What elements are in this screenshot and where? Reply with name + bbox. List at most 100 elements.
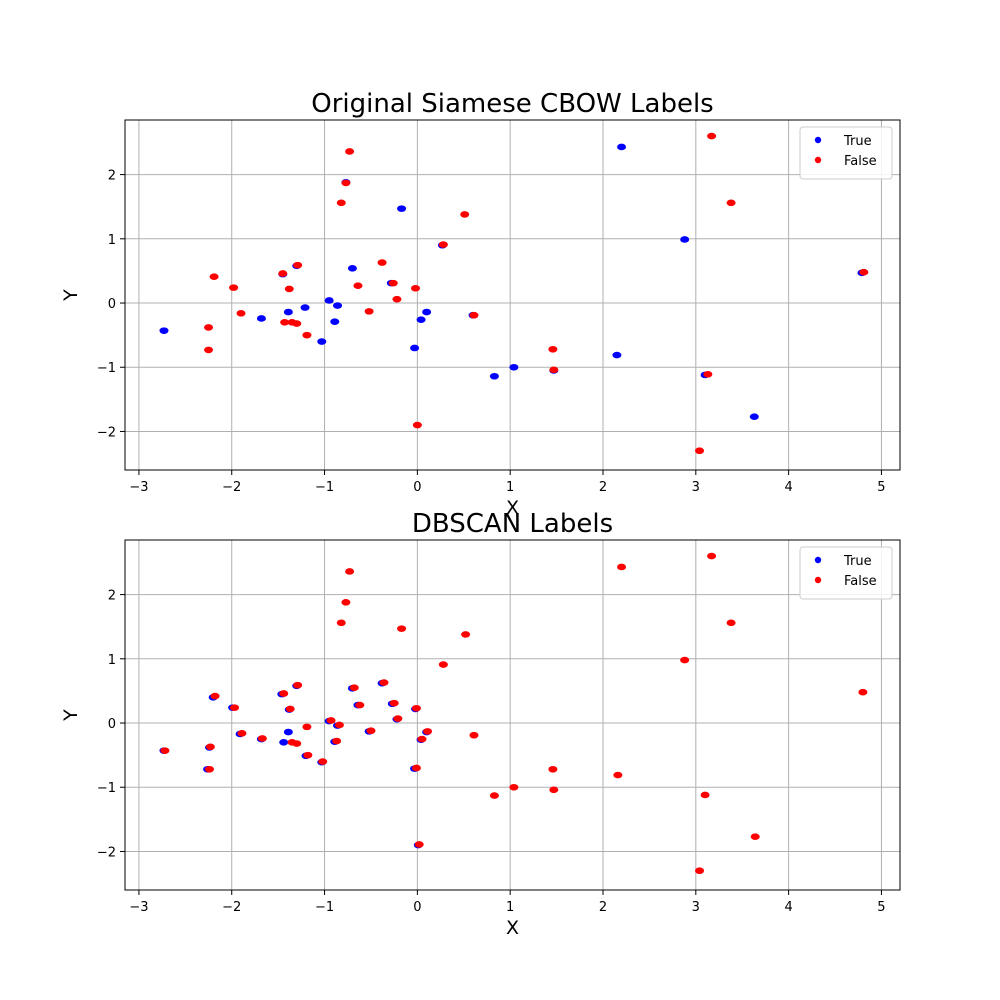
- data-point: [341, 179, 351, 187]
- data-point: [726, 619, 736, 627]
- data-point: [280, 318, 290, 326]
- data-point: [749, 413, 759, 420]
- y-tick-label: 2: [108, 589, 116, 604]
- y-tick-label: 2: [108, 169, 116, 184]
- data-point: [292, 320, 302, 327]
- plot-frame: [124, 119, 901, 471]
- chart-original-siamese-cbow: −3 −2 −1 0 1 2 3 4 5 −2 −1 0 1 2 True False Original Sia…: [60, 89, 901, 519]
- data-point: [317, 338, 327, 345]
- x-tick-label: 0: [413, 480, 421, 495]
- data-point: [293, 681, 303, 689]
- data-point: [283, 728, 293, 736]
- y-axis-label: Y: [60, 709, 82, 722]
- x-tick-label: 4: [784, 900, 792, 915]
- data-point: [414, 841, 424, 848]
- data-point: [336, 199, 346, 207]
- data-point: [411, 704, 421, 712]
- data-point: [397, 205, 407, 212]
- data-point: [726, 199, 736, 207]
- data-point: [237, 730, 247, 737]
- data-point: [438, 661, 448, 668]
- x-tick-label: −2: [222, 900, 241, 915]
- chart-dbscan: −3 −2 −1 0 1 2 3 4 5 −2 −1 0 1 2 True False DBSCAN Label…: [60, 509, 901, 939]
- data-point: [422, 308, 432, 316]
- data-point: [204, 346, 214, 354]
- data-point: [423, 728, 433, 735]
- y-tick-label: 0: [108, 297, 116, 312]
- data-point: [438, 241, 448, 248]
- data-point: [707, 132, 717, 140]
- data-point: [285, 705, 295, 713]
- x-tick-label: −1: [315, 900, 334, 915]
- y-tick-label: 1: [108, 653, 116, 668]
- data-point: [617, 143, 627, 151]
- x-tick-label: −1: [315, 480, 334, 495]
- data-point: [695, 867, 705, 875]
- data-point: [680, 656, 690, 664]
- data-point: [332, 737, 342, 745]
- y-tick-label: −2: [97, 425, 116, 440]
- data-point: [353, 282, 363, 289]
- data-point: [303, 751, 313, 759]
- data-point: [364, 308, 374, 315]
- data-point: [284, 285, 294, 293]
- data-point: [345, 148, 355, 155]
- series-false: [160, 552, 868, 875]
- data-point: [205, 743, 215, 751]
- data-point: [345, 568, 355, 575]
- data-point: [388, 279, 398, 287]
- x-tick-label: 3: [692, 480, 700, 495]
- legend-label: True: [843, 554, 872, 569]
- data-point: [229, 284, 239, 291]
- legend-marker: [814, 556, 822, 564]
- data-point: [334, 721, 344, 729]
- data-point: [336, 619, 346, 627]
- y-tick-label: −2: [97, 845, 116, 860]
- legend-label: False: [844, 574, 877, 589]
- data-point: [509, 363, 519, 371]
- data-point: [617, 563, 627, 571]
- data-point: [256, 315, 266, 322]
- y-tick-label: −1: [97, 781, 116, 796]
- data-point: [410, 344, 420, 352]
- data-point: [302, 723, 312, 731]
- data-point: [283, 308, 293, 316]
- legend-box: [799, 546, 893, 600]
- data-point: [293, 261, 303, 269]
- data-point: [469, 731, 479, 739]
- series-false: [204, 132, 869, 455]
- data-point: [279, 690, 289, 697]
- x-tick-label: 1: [506, 480, 514, 495]
- data-point: [389, 699, 399, 707]
- legend-marker: [814, 576, 822, 584]
- data-point: [330, 318, 340, 325]
- x-tick-label: 2: [599, 900, 607, 915]
- data-point: [703, 371, 713, 378]
- data-point: [411, 764, 421, 772]
- data-point: [204, 765, 214, 773]
- data-point: [549, 366, 559, 374]
- data-point: [341, 598, 351, 606]
- data-point: [236, 310, 246, 317]
- data-point: [417, 735, 427, 743]
- data-point: [680, 236, 690, 243]
- data-point: [695, 447, 705, 455]
- data-point: [278, 270, 288, 277]
- data-point: [700, 791, 710, 799]
- data-point: [858, 688, 868, 696]
- data-point: [549, 786, 559, 794]
- data-point: [411, 284, 421, 292]
- y-axis-label: Y: [60, 289, 82, 302]
- data-point: [379, 679, 389, 686]
- data-point: [707, 552, 717, 560]
- data-point: [279, 738, 289, 746]
- x-tick-label: 5: [877, 900, 885, 915]
- data-point: [489, 372, 499, 380]
- x-axis-label: X: [506, 917, 519, 939]
- chart-title: DBSCAN Labels: [412, 509, 613, 539]
- data-point: [469, 311, 479, 319]
- y-tick-label: 0: [108, 717, 116, 732]
- data-point: [347, 265, 357, 272]
- x-tick-label: 5: [877, 480, 885, 495]
